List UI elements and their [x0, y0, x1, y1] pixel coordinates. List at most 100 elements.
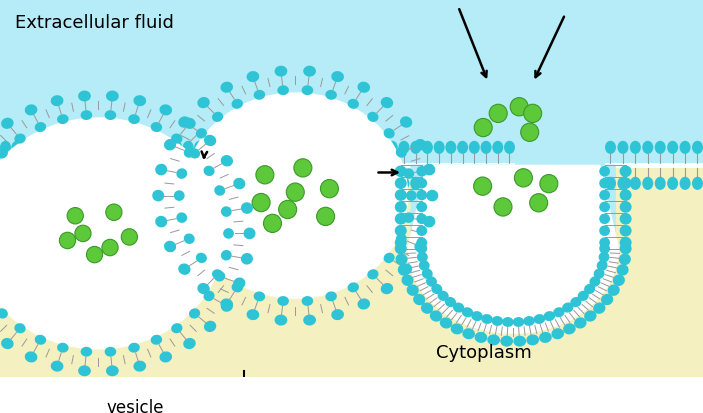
Ellipse shape: [422, 141, 433, 154]
Ellipse shape: [160, 141, 171, 154]
Polygon shape: [375, 164, 515, 168]
Ellipse shape: [599, 244, 610, 254]
Ellipse shape: [426, 277, 437, 287]
Ellipse shape: [529, 194, 548, 212]
Ellipse shape: [492, 177, 503, 190]
Ellipse shape: [251, 141, 262, 154]
Ellipse shape: [51, 96, 63, 107]
Ellipse shape: [619, 166, 631, 178]
Ellipse shape: [416, 178, 427, 189]
Ellipse shape: [492, 141, 503, 154]
Ellipse shape: [367, 270, 378, 280]
Ellipse shape: [189, 309, 200, 319]
Ellipse shape: [599, 238, 610, 248]
Ellipse shape: [325, 292, 337, 301]
Ellipse shape: [240, 177, 251, 190]
Ellipse shape: [680, 177, 690, 190]
Ellipse shape: [680, 141, 690, 154]
Ellipse shape: [240, 141, 251, 154]
Ellipse shape: [347, 100, 359, 109]
Ellipse shape: [321, 180, 338, 198]
Ellipse shape: [551, 328, 564, 339]
FancyBboxPatch shape: [0, 0, 703, 166]
Ellipse shape: [423, 216, 435, 228]
Ellipse shape: [223, 228, 234, 239]
Ellipse shape: [410, 141, 421, 154]
Ellipse shape: [176, 213, 187, 223]
Ellipse shape: [275, 315, 288, 326]
Ellipse shape: [331, 72, 344, 83]
Ellipse shape: [11, 177, 22, 190]
Ellipse shape: [204, 321, 217, 332]
Polygon shape: [411, 166, 615, 332]
Ellipse shape: [81, 111, 92, 121]
Ellipse shape: [68, 177, 79, 190]
Polygon shape: [605, 164, 703, 168]
Ellipse shape: [155, 216, 167, 228]
Ellipse shape: [103, 141, 114, 154]
Ellipse shape: [78, 366, 91, 376]
Ellipse shape: [128, 115, 140, 125]
Ellipse shape: [599, 202, 610, 213]
Ellipse shape: [457, 177, 468, 190]
Ellipse shape: [469, 177, 480, 190]
Ellipse shape: [221, 83, 233, 94]
Ellipse shape: [11, 141, 22, 154]
Ellipse shape: [1, 338, 13, 349]
Ellipse shape: [81, 347, 92, 357]
Ellipse shape: [399, 177, 409, 190]
Ellipse shape: [128, 343, 140, 353]
Ellipse shape: [605, 141, 616, 154]
Ellipse shape: [46, 177, 57, 190]
Ellipse shape: [462, 308, 473, 318]
Ellipse shape: [599, 178, 610, 189]
Ellipse shape: [114, 177, 125, 190]
Ellipse shape: [419, 261, 430, 271]
Ellipse shape: [510, 98, 528, 116]
Ellipse shape: [475, 119, 492, 138]
Ellipse shape: [400, 264, 412, 275]
Ellipse shape: [358, 299, 370, 310]
Ellipse shape: [14, 323, 26, 333]
Ellipse shape: [134, 361, 146, 372]
Ellipse shape: [404, 213, 414, 223]
Ellipse shape: [103, 177, 114, 190]
Ellipse shape: [417, 252, 428, 263]
Ellipse shape: [212, 112, 224, 123]
Ellipse shape: [164, 140, 176, 151]
Ellipse shape: [254, 90, 265, 100]
Ellipse shape: [189, 149, 200, 159]
Ellipse shape: [440, 318, 452, 329]
Ellipse shape: [599, 214, 610, 225]
Ellipse shape: [396, 234, 407, 244]
Text: vesicle: vesicle: [106, 399, 164, 413]
Ellipse shape: [68, 141, 79, 154]
Ellipse shape: [286, 183, 304, 202]
Ellipse shape: [256, 166, 274, 185]
Ellipse shape: [471, 311, 483, 321]
Ellipse shape: [481, 314, 493, 324]
Ellipse shape: [434, 177, 444, 190]
Ellipse shape: [204, 166, 214, 177]
Ellipse shape: [463, 328, 475, 339]
Ellipse shape: [395, 166, 407, 178]
Ellipse shape: [91, 141, 103, 154]
Ellipse shape: [254, 292, 265, 301]
Ellipse shape: [34, 123, 46, 133]
Ellipse shape: [416, 190, 427, 201]
Text: Extracellular fluid: Extracellular fluid: [15, 14, 174, 32]
Ellipse shape: [401, 275, 413, 286]
Ellipse shape: [247, 309, 259, 320]
Ellipse shape: [264, 215, 281, 233]
Ellipse shape: [174, 191, 185, 202]
Ellipse shape: [331, 309, 344, 320]
Ellipse shape: [406, 191, 417, 202]
Ellipse shape: [179, 264, 191, 275]
Ellipse shape: [80, 141, 91, 154]
Ellipse shape: [106, 366, 119, 376]
Ellipse shape: [0, 141, 11, 154]
Ellipse shape: [584, 284, 595, 294]
Ellipse shape: [578, 291, 589, 301]
Ellipse shape: [540, 175, 558, 193]
Ellipse shape: [221, 156, 233, 167]
